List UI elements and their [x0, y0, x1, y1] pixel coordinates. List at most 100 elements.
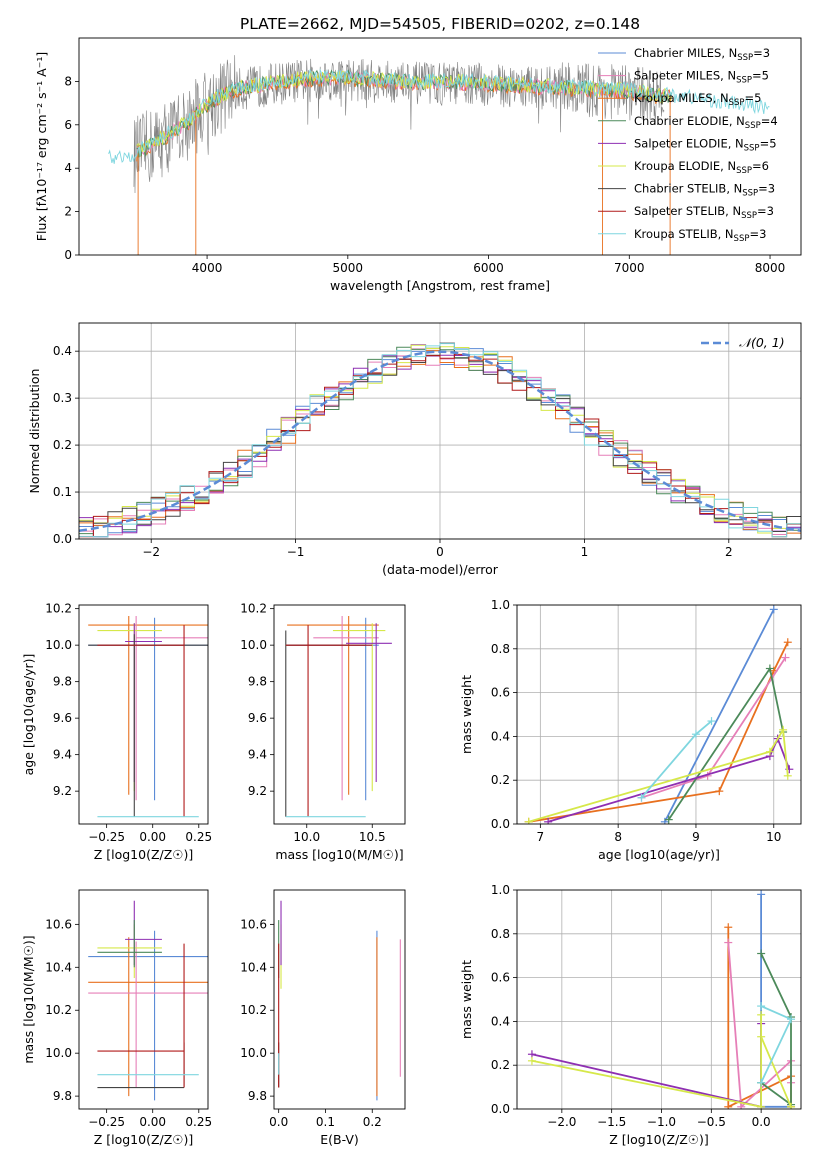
x-tick-label: 9 [692, 830, 700, 844]
legend-label-sub: SSP [736, 166, 752, 176]
plot-area [517, 890, 801, 1109]
x-axis-label: E(B-V) [320, 1132, 359, 1147]
x-tick-label: 0.0 [269, 1115, 288, 1129]
legend-label: Kroupa MILES, NSSP=5 [634, 91, 761, 108]
axes-layer: 4000 5000 6000 7000 8000 0 2 4 6 8 wavelength [Ang… [21, 37, 802, 1147]
y-axis-label: mass weight [459, 675, 474, 754]
model-kroupa_elodie [136, 70, 672, 157]
legend-label-main: Kroupa STELIB, N [634, 227, 734, 241]
x-tick-label: 5000 [333, 261, 364, 275]
series-kroupa_miles [528, 641, 789, 823]
axes-frame [78, 37, 802, 256]
legend-label-main: Salpeter MILES, N [634, 69, 736, 83]
legend-label: Chabrier STELIB, NSSP=3 [634, 182, 775, 199]
axes-mass_vs_Z: −0.25 0.00 0.25 9.8 10.0 10.2 10.4 10.6 Z [log10… [21, 889, 212, 1147]
y-tick-label: 0.6 [491, 971, 510, 985]
legend-label-main: Chabrier STELIB, N [634, 182, 742, 196]
x-tick-label: 7000 [614, 261, 645, 275]
y-tick-label: 9.8 [53, 1089, 72, 1103]
y-tick-label: 0.8 [491, 642, 510, 656]
y-tick-label: 9.6 [53, 711, 72, 725]
x-tick-label: 0.25 [185, 830, 212, 844]
legend-label: Salpeter ELODIE, NSSP=5 [634, 136, 777, 153]
x-axis-label: Z [log10(Z/Z☉)] [94, 847, 194, 862]
legend-label: Chabrier ELODIE, NSSP=4 [634, 114, 778, 131]
y-tick-label: 0.0 [53, 532, 72, 546]
x-tick-label: −2 [142, 545, 160, 559]
normal-curve [79, 350, 801, 533]
legend: 𝒩(0, 1) [701, 335, 785, 350]
legend-label-sub: SSP [729, 98, 745, 108]
y-tick-label: 9.8 [248, 1089, 267, 1103]
x-tick-label: −0.25 [88, 830, 125, 844]
y-tick-label: 10.2 [45, 1003, 72, 1017]
series-kroupa_miles [727, 927, 792, 1109]
legend-label-sub: SSP [734, 234, 750, 244]
y-tick-label: 0.4 [491, 729, 510, 743]
y-tick-label: 0.0 [491, 1102, 510, 1116]
series-chabrier_elodie [760, 953, 792, 1107]
y-tick-label: 0 [64, 248, 72, 262]
x-tick-label: 8 [614, 830, 622, 844]
axes-residuals: −2 −1 0 1 2 0.0 0.1 0.2 0.3 0.4 (data-model)/error… [27, 322, 802, 577]
y-tick-label: 4 [64, 161, 72, 175]
x-tick-label: 10 [766, 830, 781, 844]
y-tick-label: 1.0 [491, 598, 510, 612]
y-tick-label: 10.4 [240, 960, 267, 974]
x-tick-label: 8000 [755, 261, 786, 275]
y-tick-label: 10.6 [45, 917, 72, 931]
y-tick-label: 9.8 [53, 675, 72, 689]
x-tick-label: −0.5 [697, 1115, 726, 1129]
x-tick-label: 0.1 [316, 1115, 335, 1129]
x-axis-label: Z [log10(Z/Z☉)] [609, 1132, 709, 1147]
axes-frame [78, 604, 209, 825]
y-tick-label: 9.8 [248, 675, 267, 689]
y-tick-label: 10.0 [240, 638, 267, 652]
x-tick-label: 0.25 [185, 1115, 212, 1129]
x-tick-label: −1 [287, 545, 305, 559]
legend-label-suffix: =5 [760, 136, 777, 150]
x-tick-label: 7 [537, 830, 545, 844]
series-salpeter_elodie [547, 736, 791, 823]
axes-frame [273, 889, 406, 1110]
series-chabrier_miles [663, 608, 775, 823]
y-tick-label: 0.3 [53, 391, 72, 405]
y-tick-label: 0.2 [53, 438, 72, 452]
legend-label-main: Kroupa MILES, N [634, 91, 729, 105]
legend-label-suffix: =3 [758, 182, 775, 196]
axes-weight_vs_Z: −2.0 −1.5 −1.0 −0.5 0.0 0.0 0.2 0.4 0.6 0.8 1.0 Z [… [459, 883, 802, 1147]
y-axis-label: mass weight [459, 960, 474, 1039]
y-axis-label: Flux [fλ10⁻¹⁷ erg cm⁻² s⁻¹ A⁻¹] [34, 52, 49, 241]
legend-label-main: Kroupa ELODIE, N [634, 159, 736, 173]
x-tick-label: 10.5 [359, 830, 386, 844]
y-tick-label: 10.0 [45, 1046, 72, 1060]
axes-frame [516, 604, 802, 825]
y-tick-label: 10.4 [45, 960, 72, 974]
plot-area [517, 605, 801, 824]
y-tick-label: 10.0 [45, 638, 72, 652]
model-kroupa_stelib [108, 68, 770, 164]
axes-spectrum: 4000 5000 6000 7000 8000 0 2 4 6 8 wavelength [Ang… [34, 37, 802, 293]
x-tick-label: 2 [725, 545, 733, 559]
x-tick-label: 0.2 [363, 1115, 382, 1129]
legend-label-suffix: =3 [749, 227, 766, 241]
hist-salpeter_stelib [79, 353, 801, 538]
x-tick-label: −1.0 [647, 1115, 676, 1129]
legend-label-sub: SSP [737, 53, 753, 63]
y-tick-label: 10.2 [240, 602, 267, 616]
legend-label-suffix: =6 [752, 159, 769, 173]
plot-area [108, 55, 770, 255]
legend-label-main: Chabrier MILES, N [634, 46, 737, 60]
y-tick-label: 8 [64, 74, 72, 88]
plot-area [79, 323, 801, 539]
y-tick-label: 10.6 [240, 917, 267, 931]
axes-mass_vs_ebv: 0.0 0.1 0.2 9.8 10.0 10.2 10.4 10.6 E(B-V) [240, 889, 406, 1147]
x-tick-label: 0.0 [752, 1115, 771, 1129]
legend-label: Kroupa STELIB, NSSP=3 [634, 227, 766, 244]
plot-area [285, 615, 392, 818]
x-axis-label: mass [log10(M/M☉)] [275, 847, 403, 862]
x-tick-label: −1.5 [597, 1115, 626, 1129]
x-tick-label: 0.00 [139, 830, 166, 844]
y-tick-label: 0.4 [491, 1014, 510, 1028]
